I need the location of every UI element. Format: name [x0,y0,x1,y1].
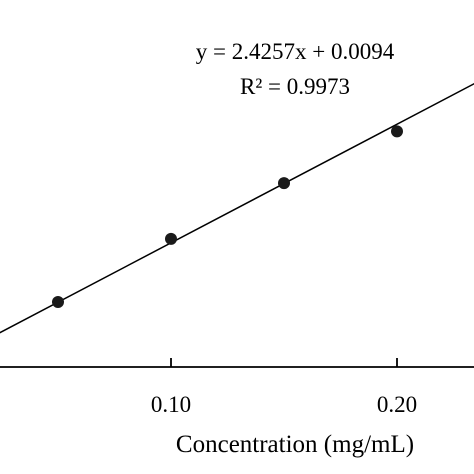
data-points [52,125,403,308]
data-point [391,125,403,138]
regression-line [0,82,474,334]
plot-area: 0.10 0.20 y = 2.4257x + 0.0094 R² = 0.997… [0,39,474,458]
data-point [278,177,290,190]
data-point [52,296,64,308]
x-tick-label: 0.20 [377,392,417,417]
data-point [165,232,177,245]
x-axis-label: Concentration (mg/mL) [176,431,414,458]
x-tick-label: 0.10 [151,392,191,417]
x-ticks: 0.10 0.20 [151,358,417,417]
regression-equation: y = 2.4257x + 0.0094 [196,39,395,64]
r-squared-label: R² = 0.9973 [240,74,350,99]
